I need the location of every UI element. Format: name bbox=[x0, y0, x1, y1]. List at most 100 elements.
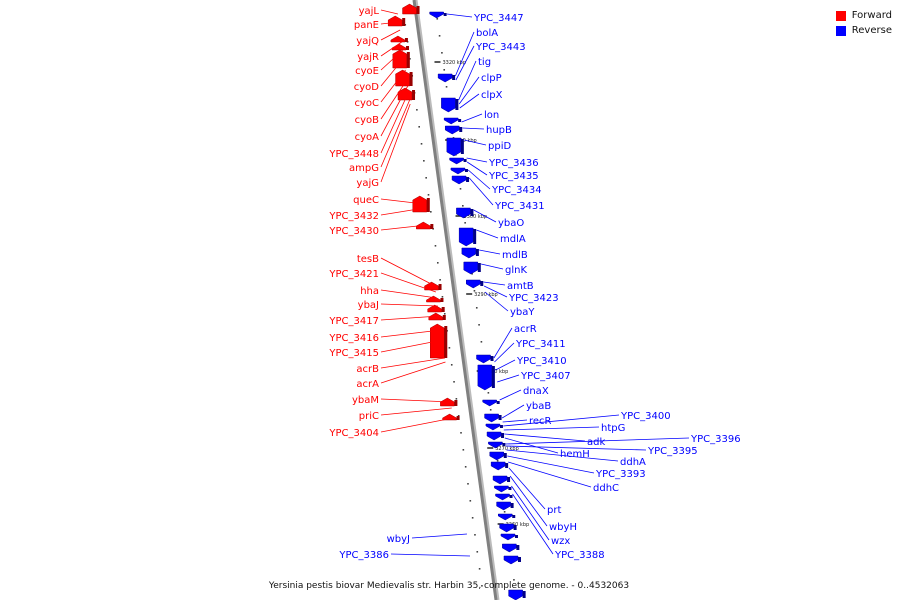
leader-line bbox=[476, 229, 499, 239]
reverse-gene-label: glnK bbox=[505, 265, 527, 276]
tick-dot bbox=[438, 35, 441, 37]
forward-gene-label: YPC_3416 bbox=[328, 333, 379, 344]
leader-line bbox=[380, 417, 454, 433]
forward-gene-label: YPC_3421 bbox=[328, 269, 379, 280]
leader-line bbox=[380, 407, 452, 416]
tick-dot bbox=[469, 500, 472, 502]
leader-line bbox=[494, 342, 515, 363]
reverse-feature bbox=[496, 501, 514, 511]
leader-line bbox=[380, 57, 405, 87]
reverse-gene-label: YPC_3388 bbox=[554, 550, 605, 561]
leader-line bbox=[483, 281, 506, 286]
reverse-feature bbox=[502, 543, 520, 553]
leader-line bbox=[461, 113, 483, 123]
forward-gene-label: panE bbox=[354, 20, 379, 31]
leader-line bbox=[380, 224, 427, 231]
reverse-feature bbox=[497, 513, 516, 521]
leader-line bbox=[501, 404, 525, 419]
tick-dot bbox=[416, 109, 418, 111]
tick-dot bbox=[478, 568, 481, 570]
leader-line bbox=[505, 437, 690, 445]
tick-dot bbox=[441, 52, 443, 54]
reverse-gene-label: YPC_3434 bbox=[491, 185, 542, 196]
legend-reverse-label: Reverse bbox=[851, 25, 892, 36]
reverse-gene-label: ddhC bbox=[593, 483, 619, 494]
reverse-feature bbox=[488, 441, 506, 449]
reverse-feature bbox=[486, 431, 505, 441]
forward-gene-label: YPC_3417 bbox=[328, 316, 379, 327]
leader-line bbox=[380, 91, 409, 154]
forward-gene-label: ybaM bbox=[352, 395, 379, 406]
feature-layer bbox=[387, 3, 526, 600]
reverse-feature bbox=[449, 157, 467, 165]
leader-line bbox=[380, 29, 401, 41]
leader-line bbox=[511, 485, 550, 541]
forward-gene-label: YPC_3404 bbox=[328, 428, 379, 439]
tick-dot bbox=[455, 398, 458, 400]
legend-forward-label: Forward bbox=[851, 10, 892, 21]
tick-dot bbox=[434, 245, 437, 247]
reverse-feature bbox=[446, 137, 464, 157]
reverse-gene-label: amtB bbox=[507, 281, 534, 292]
tick-dot bbox=[503, 511, 506, 513]
leader-line bbox=[509, 475, 548, 527]
reverse-gene-label: ybaO bbox=[498, 218, 524, 229]
leader-line bbox=[455, 45, 475, 81]
label-layer: yajL panE yajQ yajR cyoE cyoD cyoC cyoB cyoA YPC_… bbox=[328, 6, 740, 561]
reverse-gene-label: wbyJ bbox=[387, 534, 410, 545]
tick-dot bbox=[450, 364, 453, 366]
tick-dot bbox=[471, 517, 474, 519]
forward-gene-label: yajQ bbox=[356, 36, 379, 47]
forward-gene-label: YPC_3448 bbox=[328, 149, 379, 160]
leader-line bbox=[480, 263, 504, 270]
reverse-feature bbox=[492, 475, 511, 485]
tick-dot bbox=[464, 222, 466, 224]
forward-gene-label: hha bbox=[360, 286, 379, 297]
tick-dot bbox=[453, 381, 455, 383]
leader-line bbox=[380, 272, 437, 293]
reverse-gene-label: clpX bbox=[481, 90, 503, 101]
leader-line bbox=[458, 60, 477, 101]
tick-dot bbox=[467, 483, 469, 485]
tick-dot bbox=[448, 347, 451, 349]
reverse-gene-label: lon bbox=[484, 110, 499, 121]
leader-line bbox=[380, 79, 408, 120]
leader-line bbox=[380, 303, 438, 307]
reverse-feature bbox=[437, 73, 456, 83]
leader-line bbox=[380, 357, 445, 369]
reverse-gene-label: YPC_3386 bbox=[338, 550, 389, 561]
forward-gene-label: cyoD bbox=[354, 82, 380, 93]
leader-line bbox=[380, 41, 402, 57]
reverse-gene-label: YPC_3395 bbox=[647, 446, 698, 457]
leader-line bbox=[380, 69, 406, 103]
legend: Forward Reverse bbox=[835, 8, 892, 38]
forward-gene-label: cyoC bbox=[354, 98, 379, 109]
leader-line bbox=[503, 426, 600, 431]
leader-line bbox=[499, 389, 522, 401]
tick-dot bbox=[445, 86, 448, 88]
reverse-gene-label: YPC_3423 bbox=[508, 293, 559, 304]
forward-gene-label: queC bbox=[353, 195, 379, 206]
tick-dot bbox=[471, 273, 473, 275]
leader-line bbox=[380, 198, 424, 205]
tick-dot bbox=[476, 551, 479, 553]
tick-dot bbox=[441, 296, 444, 298]
forward-gene-label: acrA bbox=[356, 379, 379, 390]
reverse-feature bbox=[484, 413, 502, 423]
scale-label: 3280 kbp bbox=[485, 369, 509, 375]
leader-line bbox=[380, 315, 440, 321]
reverse-gene-label: wzx bbox=[551, 536, 570, 547]
reverse-gene-label: YPC_3393 bbox=[595, 469, 646, 480]
leader-line bbox=[455, 31, 475, 77]
forward-gene-label: priC bbox=[359, 411, 379, 422]
scale-label: 3320 kbp bbox=[442, 60, 466, 66]
reverse-gene-label: YPC_3411 bbox=[515, 339, 566, 350]
forward-feature bbox=[442, 413, 460, 421]
forward-feature bbox=[387, 15, 406, 27]
leader-line bbox=[462, 127, 485, 130]
reverse-gene-label: ppiD bbox=[488, 141, 511, 152]
leader-line bbox=[380, 9, 399, 15]
reverse-feature bbox=[495, 493, 513, 501]
leader-line bbox=[473, 209, 497, 223]
